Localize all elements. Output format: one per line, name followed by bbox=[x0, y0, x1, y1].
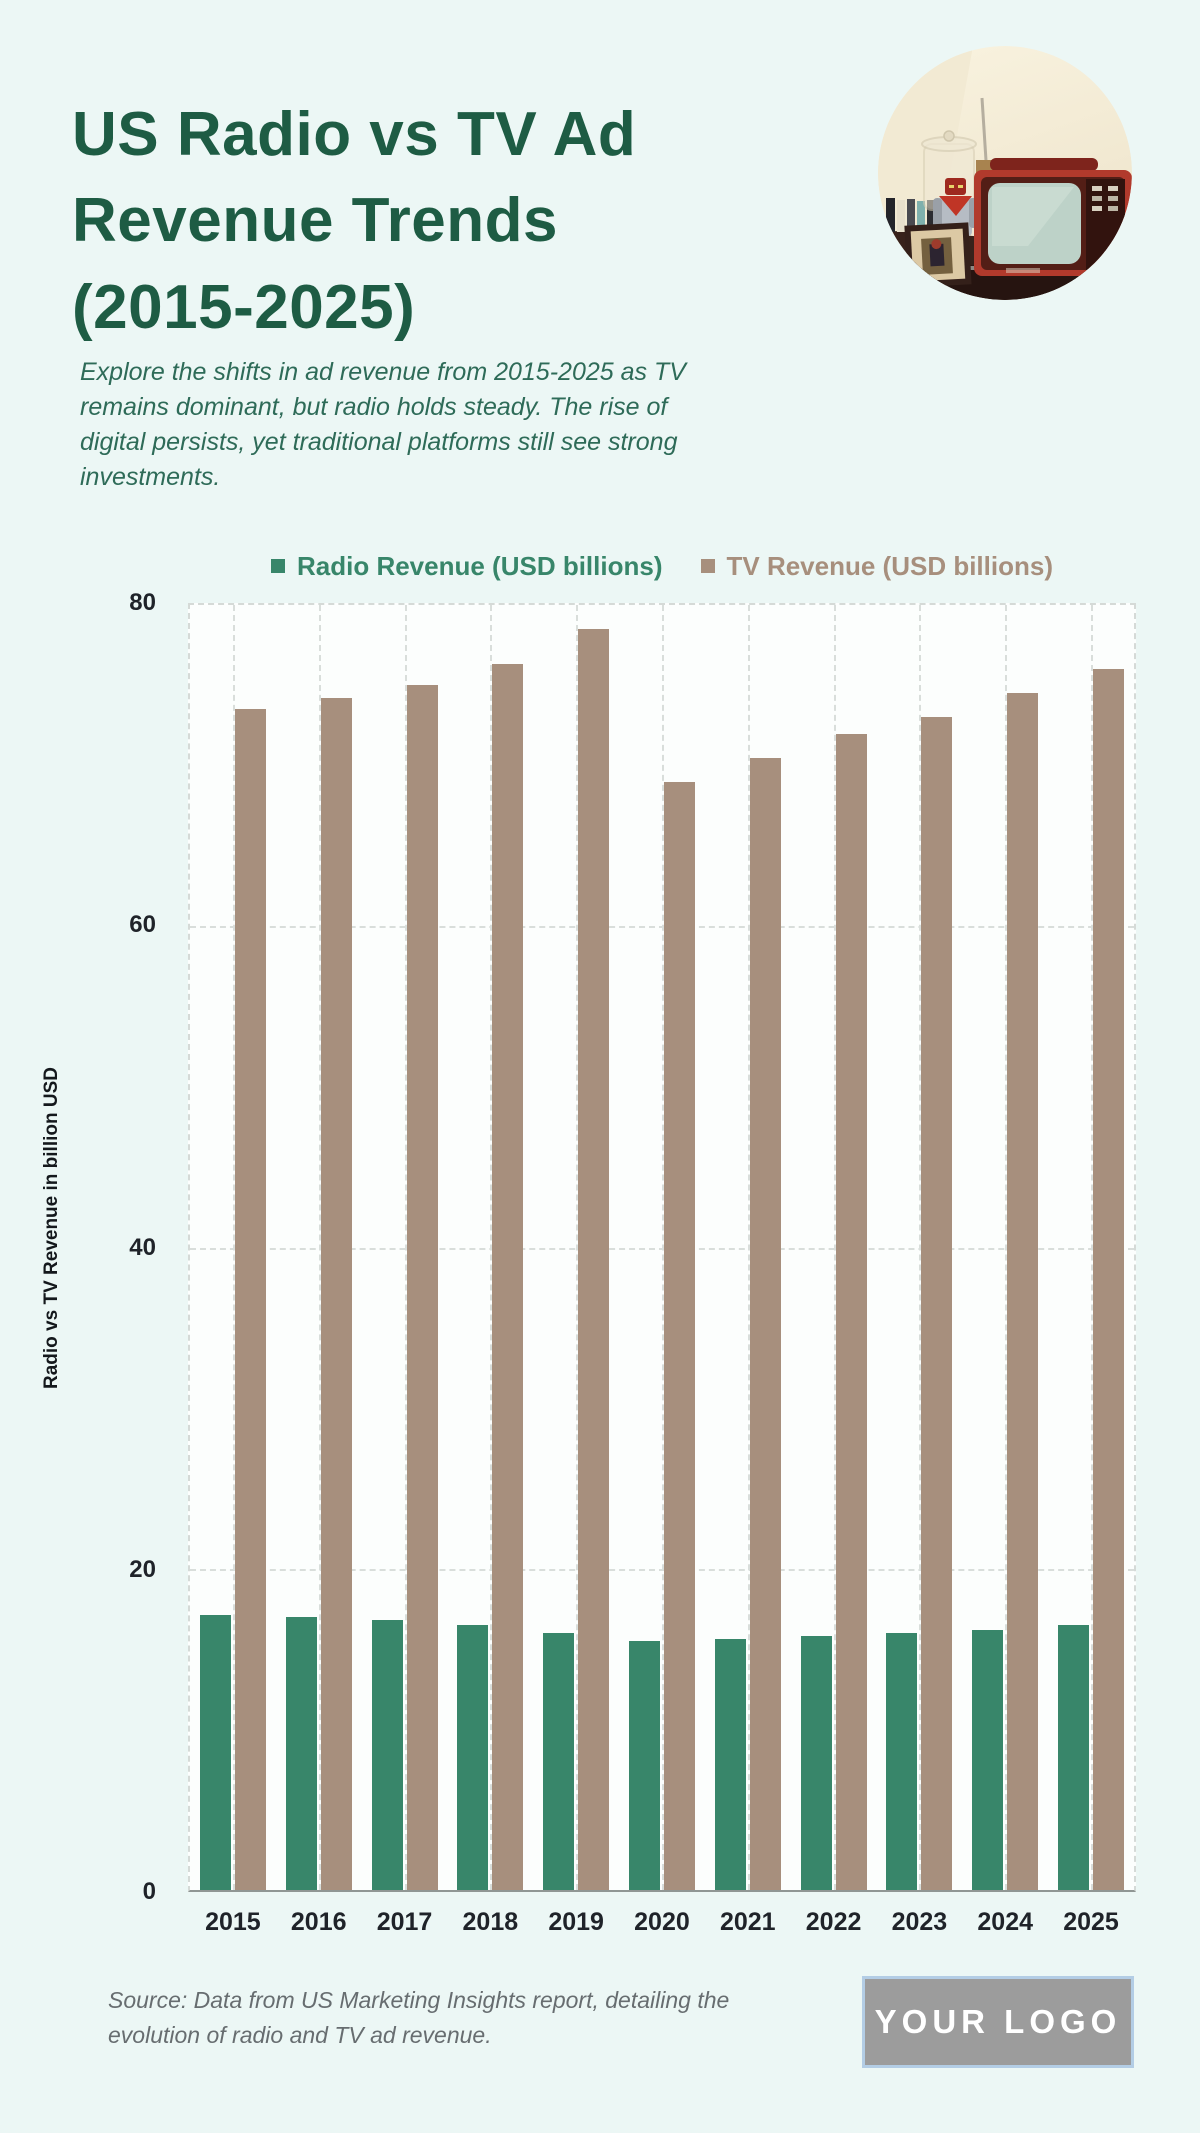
x-tick-2016: 2016 bbox=[290, 1908, 347, 1936]
bar-radio-2019 bbox=[543, 1633, 575, 1890]
legend-item-tv: TV Revenue (USD billions) bbox=[700, 550, 1054, 582]
bar-tv-2022 bbox=[835, 733, 867, 1890]
bar-radio-2023 bbox=[886, 1633, 918, 1890]
x-tick-2020: 2020 bbox=[634, 1908, 690, 1936]
bar-tv-2017 bbox=[406, 685, 438, 1890]
x-tick-2019: 2019 bbox=[548, 1908, 604, 1936]
column-2025: 2025 bbox=[1048, 605, 1134, 1936]
x-tick-2017: 2017 bbox=[376, 1908, 433, 1936]
bar-radio-2016 bbox=[285, 1616, 317, 1890]
y-tick-60: 60 bbox=[129, 911, 156, 939]
vintage-tv-photo-icon bbox=[878, 46, 1132, 300]
column-2024: 2024 bbox=[962, 605, 1048, 1936]
y-tick-20: 20 bbox=[129, 1555, 156, 1583]
bar-tv-2019 bbox=[578, 629, 610, 1890]
legend-item-radio: Radio Revenue (USD billions) bbox=[271, 551, 663, 582]
column-2023: 2023 bbox=[877, 605, 963, 1936]
legend-label-radio: Radio Revenue (USD billions) bbox=[297, 550, 663, 581]
column-2017: 2017 bbox=[362, 605, 448, 1936]
column-2018: 2018 bbox=[447, 605, 533, 1936]
y-axis-title: Radio vs TV Revenue in billion USD bbox=[41, 1067, 62, 1389]
bar-tv-2021 bbox=[749, 757, 781, 1890]
chart-legend: Radio Revenue (USD billions) TV Revenue … bbox=[188, 546, 1136, 586]
bar-radio-2021 bbox=[714, 1639, 746, 1890]
tv-swatch-icon bbox=[700, 559, 715, 573]
y-tick-80: 80 bbox=[129, 589, 156, 616]
page-title: US Radio vs TV Ad Revenue Trends (2015-2… bbox=[72, 99, 637, 343]
x-tick-2015: 2015 bbox=[205, 1908, 261, 1936]
column-2022: 2022 bbox=[791, 605, 877, 1936]
legend-label-tv: TV Revenue (USD billions) bbox=[726, 550, 1054, 581]
x-tick-2022: 2022 bbox=[805, 1908, 862, 1936]
page-subtitle: Explore the shifts in ad revenue from 20… bbox=[80, 358, 686, 491]
column-2015: 2015 bbox=[190, 605, 276, 1936]
column-2016: 2016 bbox=[276, 605, 362, 1936]
x-tick-2023: 2023 bbox=[891, 1908, 948, 1936]
x-tick-2021: 2021 bbox=[719, 1908, 776, 1936]
bar-tv-2016 bbox=[320, 698, 352, 1890]
x-tick-2018: 2018 bbox=[462, 1908, 519, 1936]
column-2019: 2019 bbox=[533, 605, 619, 1936]
bar-radio-2017 bbox=[371, 1620, 403, 1890]
bar-radio-2018 bbox=[457, 1624, 489, 1890]
bar-radio-2024 bbox=[972, 1629, 1004, 1890]
bar-radio-2020 bbox=[628, 1641, 660, 1890]
bar-tv-2015 bbox=[234, 709, 266, 1890]
bar-tv-2020 bbox=[663, 781, 695, 1890]
x-tick-2025: 2025 bbox=[1063, 1908, 1119, 1936]
y-tick-0: 0 bbox=[142, 1878, 156, 1905]
bar-tv-2024 bbox=[1007, 693, 1039, 1890]
radio-swatch-icon bbox=[271, 559, 285, 573]
bar-radio-2015 bbox=[199, 1615, 231, 1890]
y-tick-40: 40 bbox=[129, 1233, 156, 1261]
plot-area: 2015 2016 2017 2018 2019 2020 2021 2022 2023 2024… bbox=[188, 603, 1136, 1936]
logo-placeholder: YOUR LOGO bbox=[862, 1976, 1134, 2068]
bar-radio-2022 bbox=[800, 1636, 832, 1890]
bar-tv-2018 bbox=[492, 664, 524, 1890]
bar-radio-2025 bbox=[1058, 1624, 1090, 1890]
column-2020: 2020 bbox=[619, 605, 705, 1936]
bar-tv-2023 bbox=[921, 717, 953, 1890]
source-note: Source: Data from US Marketing Insights … bbox=[108, 1987, 730, 2048]
bar-tv-2025 bbox=[1093, 669, 1125, 1890]
x-tick-2024: 2024 bbox=[977, 1908, 1034, 1936]
column-2021: 2021 bbox=[705, 605, 791, 1936]
hero-photo bbox=[878, 46, 1132, 300]
